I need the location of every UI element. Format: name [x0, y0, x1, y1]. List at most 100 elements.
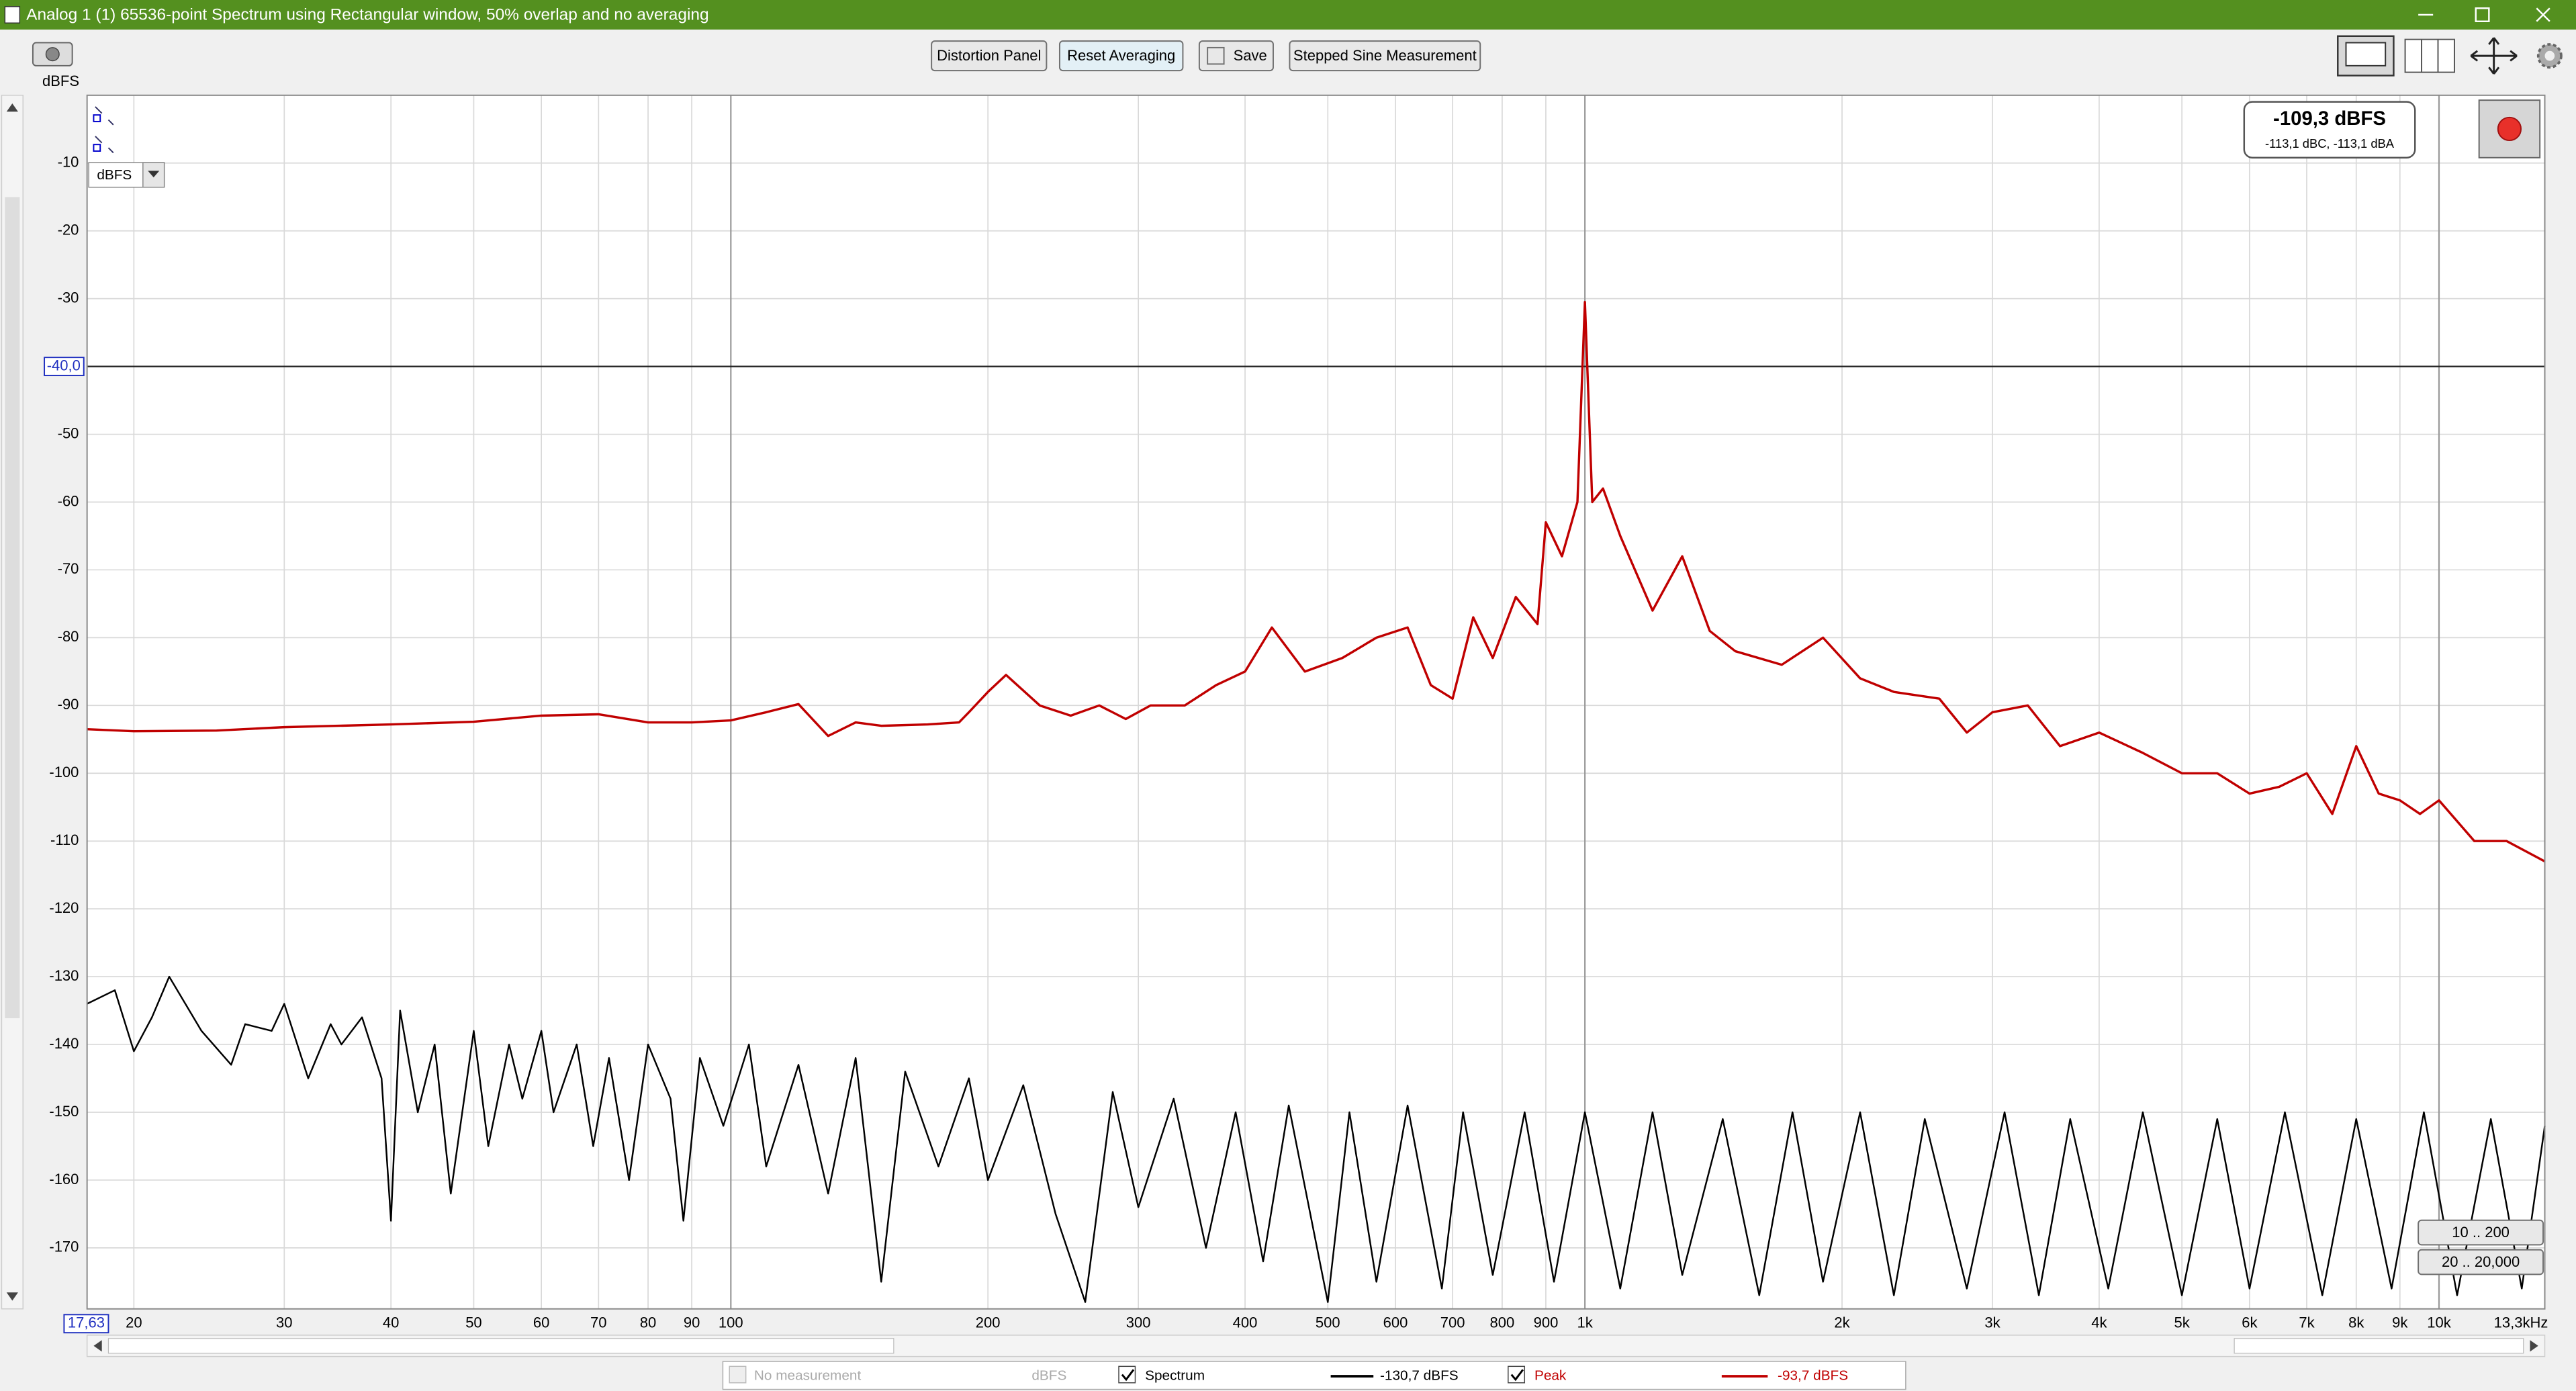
y-tick-label: -30: [58, 289, 79, 306]
x-tick-label: 500: [1316, 1314, 1340, 1331]
legend-readout: -130,7 dBFS: [1380, 1367, 1459, 1383]
horizontal-scroll-thumb[interactable]: [107, 1338, 894, 1354]
x-tick-label: 80: [640, 1314, 656, 1331]
zoom-in-icon[interactable]: [95, 106, 114, 126]
plot-border: [86, 94, 2546, 1310]
x-tick-label: 30: [276, 1314, 292, 1331]
x-tick-label: 70: [590, 1314, 606, 1331]
range-button[interactable]: 10 .. 200: [2418, 1219, 2544, 1246]
button-label: 10 .. 200: [2452, 1224, 2510, 1241]
series-line: [87, 300, 2546, 863]
record-button[interactable]: [2478, 99, 2541, 159]
view-icon: [2345, 42, 2387, 66]
x-tick-label: 40: [383, 1314, 399, 1331]
restore-button[interactable]: [2475, 7, 2490, 23]
x-tick-label: 400: [1233, 1314, 1258, 1331]
zoom-in-box: [93, 114, 101, 122]
y-tick-label: -80: [58, 628, 79, 645]
unit-select-value: dBFS: [97, 167, 132, 183]
stepped-sine-button[interactable]: Stepped Sine Measurement: [1289, 40, 1481, 72]
x-tick-label: 2k: [1834, 1314, 1850, 1331]
x-tick-label: 5k: [2174, 1314, 2191, 1331]
traces: [87, 300, 2546, 1303]
x-tick-label: 100: [719, 1314, 743, 1331]
series-line: [87, 975, 2546, 1303]
horizontal-scroll-thumb[interactable]: [2234, 1338, 2524, 1354]
button-label: Reset Averaging: [1067, 47, 1175, 64]
legend: [722, 1361, 1906, 1390]
legend-placeholder-unit: dBFS: [1031, 1367, 1066, 1383]
x-tick-label: 13,3kHz: [2494, 1314, 2548, 1331]
y-tick-label: -70: [58, 560, 79, 577]
legend-readout: -93,7 dBFS: [1778, 1367, 1848, 1383]
checkmark: [1510, 1369, 1524, 1382]
x-tick-label: 20: [126, 1314, 142, 1331]
grid: [87, 95, 2546, 1309]
settings-hole: [2544, 50, 2555, 61]
readout-main: -109,3 dBFS: [2273, 107, 2386, 130]
plot-area: [87, 95, 2545, 1309]
close-button[interactable]: [2536, 7, 2550, 22]
title-bar: [0, 0, 2576, 30]
window-title: Analog 1 (1) 65536-point Spectrum using …: [26, 6, 708, 24]
zoom-out-box: [93, 144, 101, 152]
x-tick-label: 90: [684, 1314, 700, 1331]
legend-checkbox[interactable]: [1118, 1365, 1136, 1384]
x-tick-label: 600: [1383, 1314, 1408, 1331]
x-tick-label: 60: [533, 1314, 549, 1331]
button-label: Distortion Panel: [937, 47, 1041, 64]
x-tick-label: 1k: [1577, 1314, 1594, 1331]
y-tick-label: -160: [49, 1171, 79, 1187]
range-button[interactable]: 20 .. 20,000: [2418, 1249, 2544, 1275]
readout-box: [2243, 101, 2416, 159]
record-indicator: [2497, 116, 2522, 142]
columns-button[interactable]: [2404, 38, 2455, 73]
x-tick-label: 4k: [2091, 1314, 2107, 1331]
x-tick-label: 8k: [2348, 1314, 2364, 1331]
y-tick-label: -130: [49, 967, 79, 984]
y-tick-label: -100: [49, 764, 79, 780]
x-tick-label: 900: [1534, 1314, 1559, 1331]
x-tick-label: 800: [1490, 1314, 1515, 1331]
button-label: Stepped Sine Measurement: [1293, 47, 1477, 64]
cursor-x-label: 17,63: [68, 1314, 105, 1331]
x-tick-label: 50: [465, 1314, 481, 1331]
y-tick-label: -60: [58, 492, 79, 509]
dropdown-arrow: [148, 171, 160, 178]
fit-button[interactable]: [2470, 37, 2518, 75]
button-label: 20 .. 20,000: [2442, 1253, 2520, 1270]
zoom-out-icon[interactable]: [95, 136, 114, 154]
legend-checkbox: [729, 1365, 747, 1384]
x-tick-label: 300: [1126, 1314, 1151, 1331]
camera-lens: [45, 47, 60, 62]
y-tick-label: -170: [49, 1239, 79, 1255]
save-button[interactable]: Save: [1198, 40, 1274, 72]
y-tick-label: -10: [58, 154, 79, 171]
y-axis-label: dBFS: [42, 73, 79, 89]
readout-sub: -113,1 dBC, -113,1 dBA: [2265, 136, 2395, 150]
vertical-scroll-thumb[interactable]: [5, 197, 20, 1018]
x-tick-label: 6k: [2242, 1314, 2258, 1331]
distortion-panel-button[interactable]: Distortion Panel: [931, 40, 1048, 72]
x-tick-label: 200: [976, 1314, 1001, 1331]
button-label: Save: [1234, 47, 1267, 64]
reset-averaging-button[interactable]: Reset Averaging: [1058, 40, 1184, 72]
axis-labels: -10-20-30-40-50-60-70-80-90-100-110-120-…: [44, 154, 2548, 1334]
legend-placeholder: No measurement: [754, 1367, 862, 1383]
x-tick-label: 3k: [1984, 1314, 2000, 1331]
legend-series-name: Spectrum: [1145, 1367, 1205, 1383]
y-tick-label: -90: [58, 696, 79, 713]
legend-checkbox[interactable]: [1508, 1365, 1526, 1384]
x-tick-label: 9k: [2392, 1314, 2408, 1331]
y-tick-label: -20: [58, 222, 79, 238]
app-icon: [4, 6, 21, 24]
cursor-y-box: [44, 357, 85, 377]
x-tick-label: 700: [1440, 1314, 1465, 1331]
cursor-x-box: [63, 1314, 109, 1334]
legend-series-name: Peak: [1534, 1367, 1567, 1383]
y-tick-label: -120: [49, 899, 79, 916]
checkmark: [1121, 1369, 1135, 1382]
save-icon: [1207, 46, 1225, 65]
